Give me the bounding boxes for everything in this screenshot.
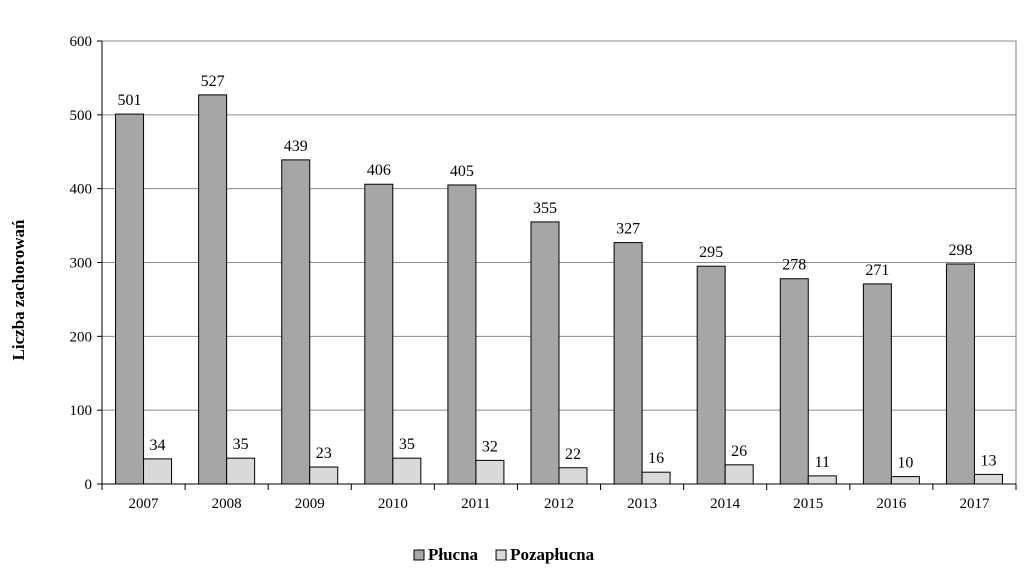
data-label: 35 — [399, 436, 415, 453]
data-label: 35 — [233, 436, 249, 453]
data-label: 406 — [367, 162, 391, 179]
y-tick-label: 600 — [70, 34, 93, 50]
bar-plucna — [779, 278, 809, 485]
bar-pozaplucna — [890, 476, 920, 485]
x-tick-label: 2015 — [793, 496, 823, 512]
x-tick-label: 2008 — [212, 496, 242, 512]
bar-pozaplucna — [392, 457, 422, 485]
x-tick-label: 2011 — [461, 496, 490, 512]
data-label: 295 — [699, 244, 723, 261]
axes: 0 100 200 300 400 500 600 2007 2008 2009 2010 2011 2… — [70, 34, 1017, 512]
data-label: 271 — [865, 262, 889, 279]
y-tick-label: 200 — [70, 329, 93, 345]
y-axis-title: Liczba zachorowań — [9, 219, 28, 360]
legend-label: Pozapłucna — [510, 545, 595, 564]
x-tick-label: 2017 — [959, 496, 990, 512]
bar-plucna — [364, 183, 394, 485]
data-label: 26 — [731, 443, 747, 460]
data-label: 22 — [565, 446, 581, 463]
bars — [115, 94, 1003, 485]
legend-swatch — [495, 549, 507, 561]
bar-pozaplucna — [724, 464, 754, 485]
data-label: 23 — [316, 445, 332, 462]
x-tick-label: 2014 — [710, 496, 741, 512]
bar-pozaplucna — [475, 459, 505, 485]
y-tick-label: 0 — [85, 477, 93, 493]
legend-label: Płucna — [428, 545, 479, 564]
bar-pozaplucna — [641, 471, 671, 485]
x-tick-label: 2013 — [627, 496, 657, 512]
data-label: 34 — [150, 437, 166, 454]
bar-plucna — [281, 159, 311, 485]
x-tick-label: 2010 — [378, 496, 408, 512]
data-label: 278 — [782, 257, 806, 274]
x-tick-label: 2009 — [295, 496, 325, 512]
legend: Płucna Pozapłucna — [413, 545, 595, 564]
data-labels: 501 34 527 35 439 23 406 35 405 32 355 22 327 16 295 26… — [118, 73, 997, 472]
bar-plucna — [198, 94, 228, 485]
x-tick-label: 2012 — [544, 496, 574, 512]
data-label: 32 — [482, 438, 498, 455]
y-tick-label: 100 — [70, 403, 93, 419]
bar-plucna — [613, 242, 643, 485]
data-label: 10 — [897, 455, 913, 472]
x-tick-label: 2007 — [129, 496, 160, 512]
bar-plucna — [115, 113, 145, 485]
bar-plucna — [447, 184, 477, 485]
data-label: 355 — [533, 200, 557, 217]
bar-pozaplucna — [973, 473, 1003, 485]
bar-pozaplucna — [226, 457, 256, 485]
data-label: 527 — [201, 73, 225, 90]
x-tick-label: 2016 — [876, 496, 907, 512]
bar-plucna — [862, 283, 892, 485]
data-label: 16 — [648, 450, 664, 467]
y-tick-label: 300 — [70, 256, 93, 272]
data-label: 298 — [948, 242, 972, 259]
bar-plucna — [945, 263, 975, 485]
bar-plucna — [530, 221, 560, 485]
bar-plucna — [696, 265, 726, 485]
data-label: 405 — [450, 163, 474, 180]
data-label: 501 — [118, 92, 142, 109]
bar-pozaplucna — [143, 458, 173, 485]
legend-swatch — [413, 549, 425, 561]
bar-pozaplucna — [558, 467, 588, 485]
y-tick-label: 400 — [70, 182, 93, 198]
bar-pozaplucna — [807, 475, 837, 485]
data-label: 11 — [815, 454, 830, 471]
data-label: 327 — [616, 221, 640, 238]
data-label: 13 — [980, 452, 996, 469]
bar-pozaplucna — [309, 466, 339, 485]
y-tick-label: 500 — [70, 108, 93, 124]
data-label: 439 — [284, 138, 308, 155]
